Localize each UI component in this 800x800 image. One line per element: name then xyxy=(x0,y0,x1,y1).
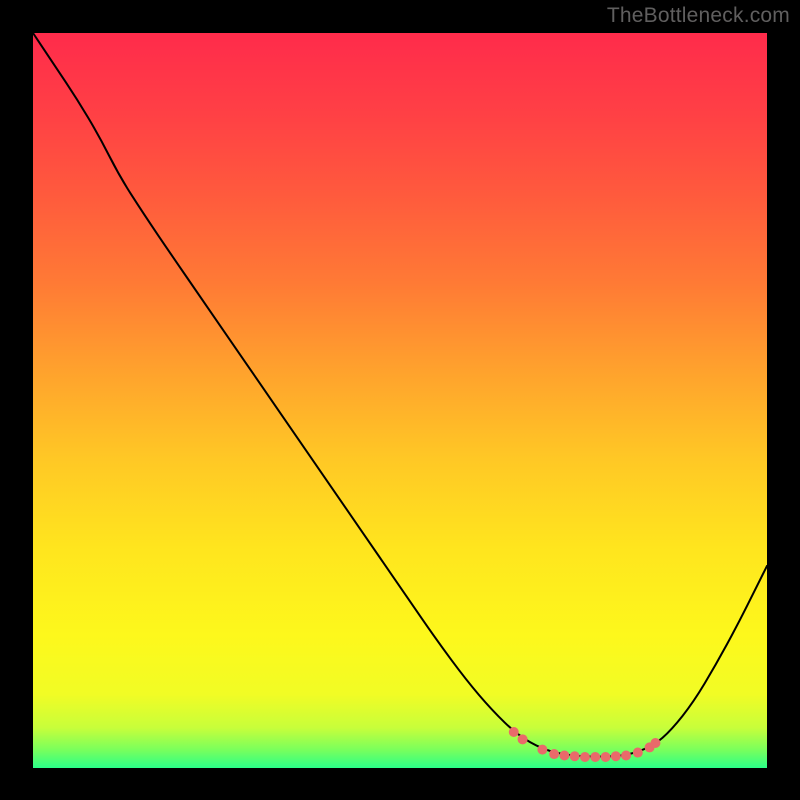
trough-marker xyxy=(549,749,559,759)
trough-marker xyxy=(537,745,547,755)
trough-marker xyxy=(559,751,569,761)
trough-marker xyxy=(621,751,631,761)
trough-marker xyxy=(611,751,621,761)
watermark-text: TheBottleneck.com xyxy=(607,4,790,28)
trough-marker xyxy=(590,752,600,762)
trough-marker xyxy=(601,752,611,762)
trough-marker xyxy=(580,752,590,762)
bottleneck-chart-svg xyxy=(0,0,800,800)
trough-marker xyxy=(650,738,660,748)
trough-marker xyxy=(633,748,643,758)
trough-marker xyxy=(518,734,528,744)
gradient-background xyxy=(33,33,767,768)
chart-container: TheBottleneck.com xyxy=(0,0,800,800)
trough-marker xyxy=(509,727,519,737)
trough-marker xyxy=(570,751,580,761)
